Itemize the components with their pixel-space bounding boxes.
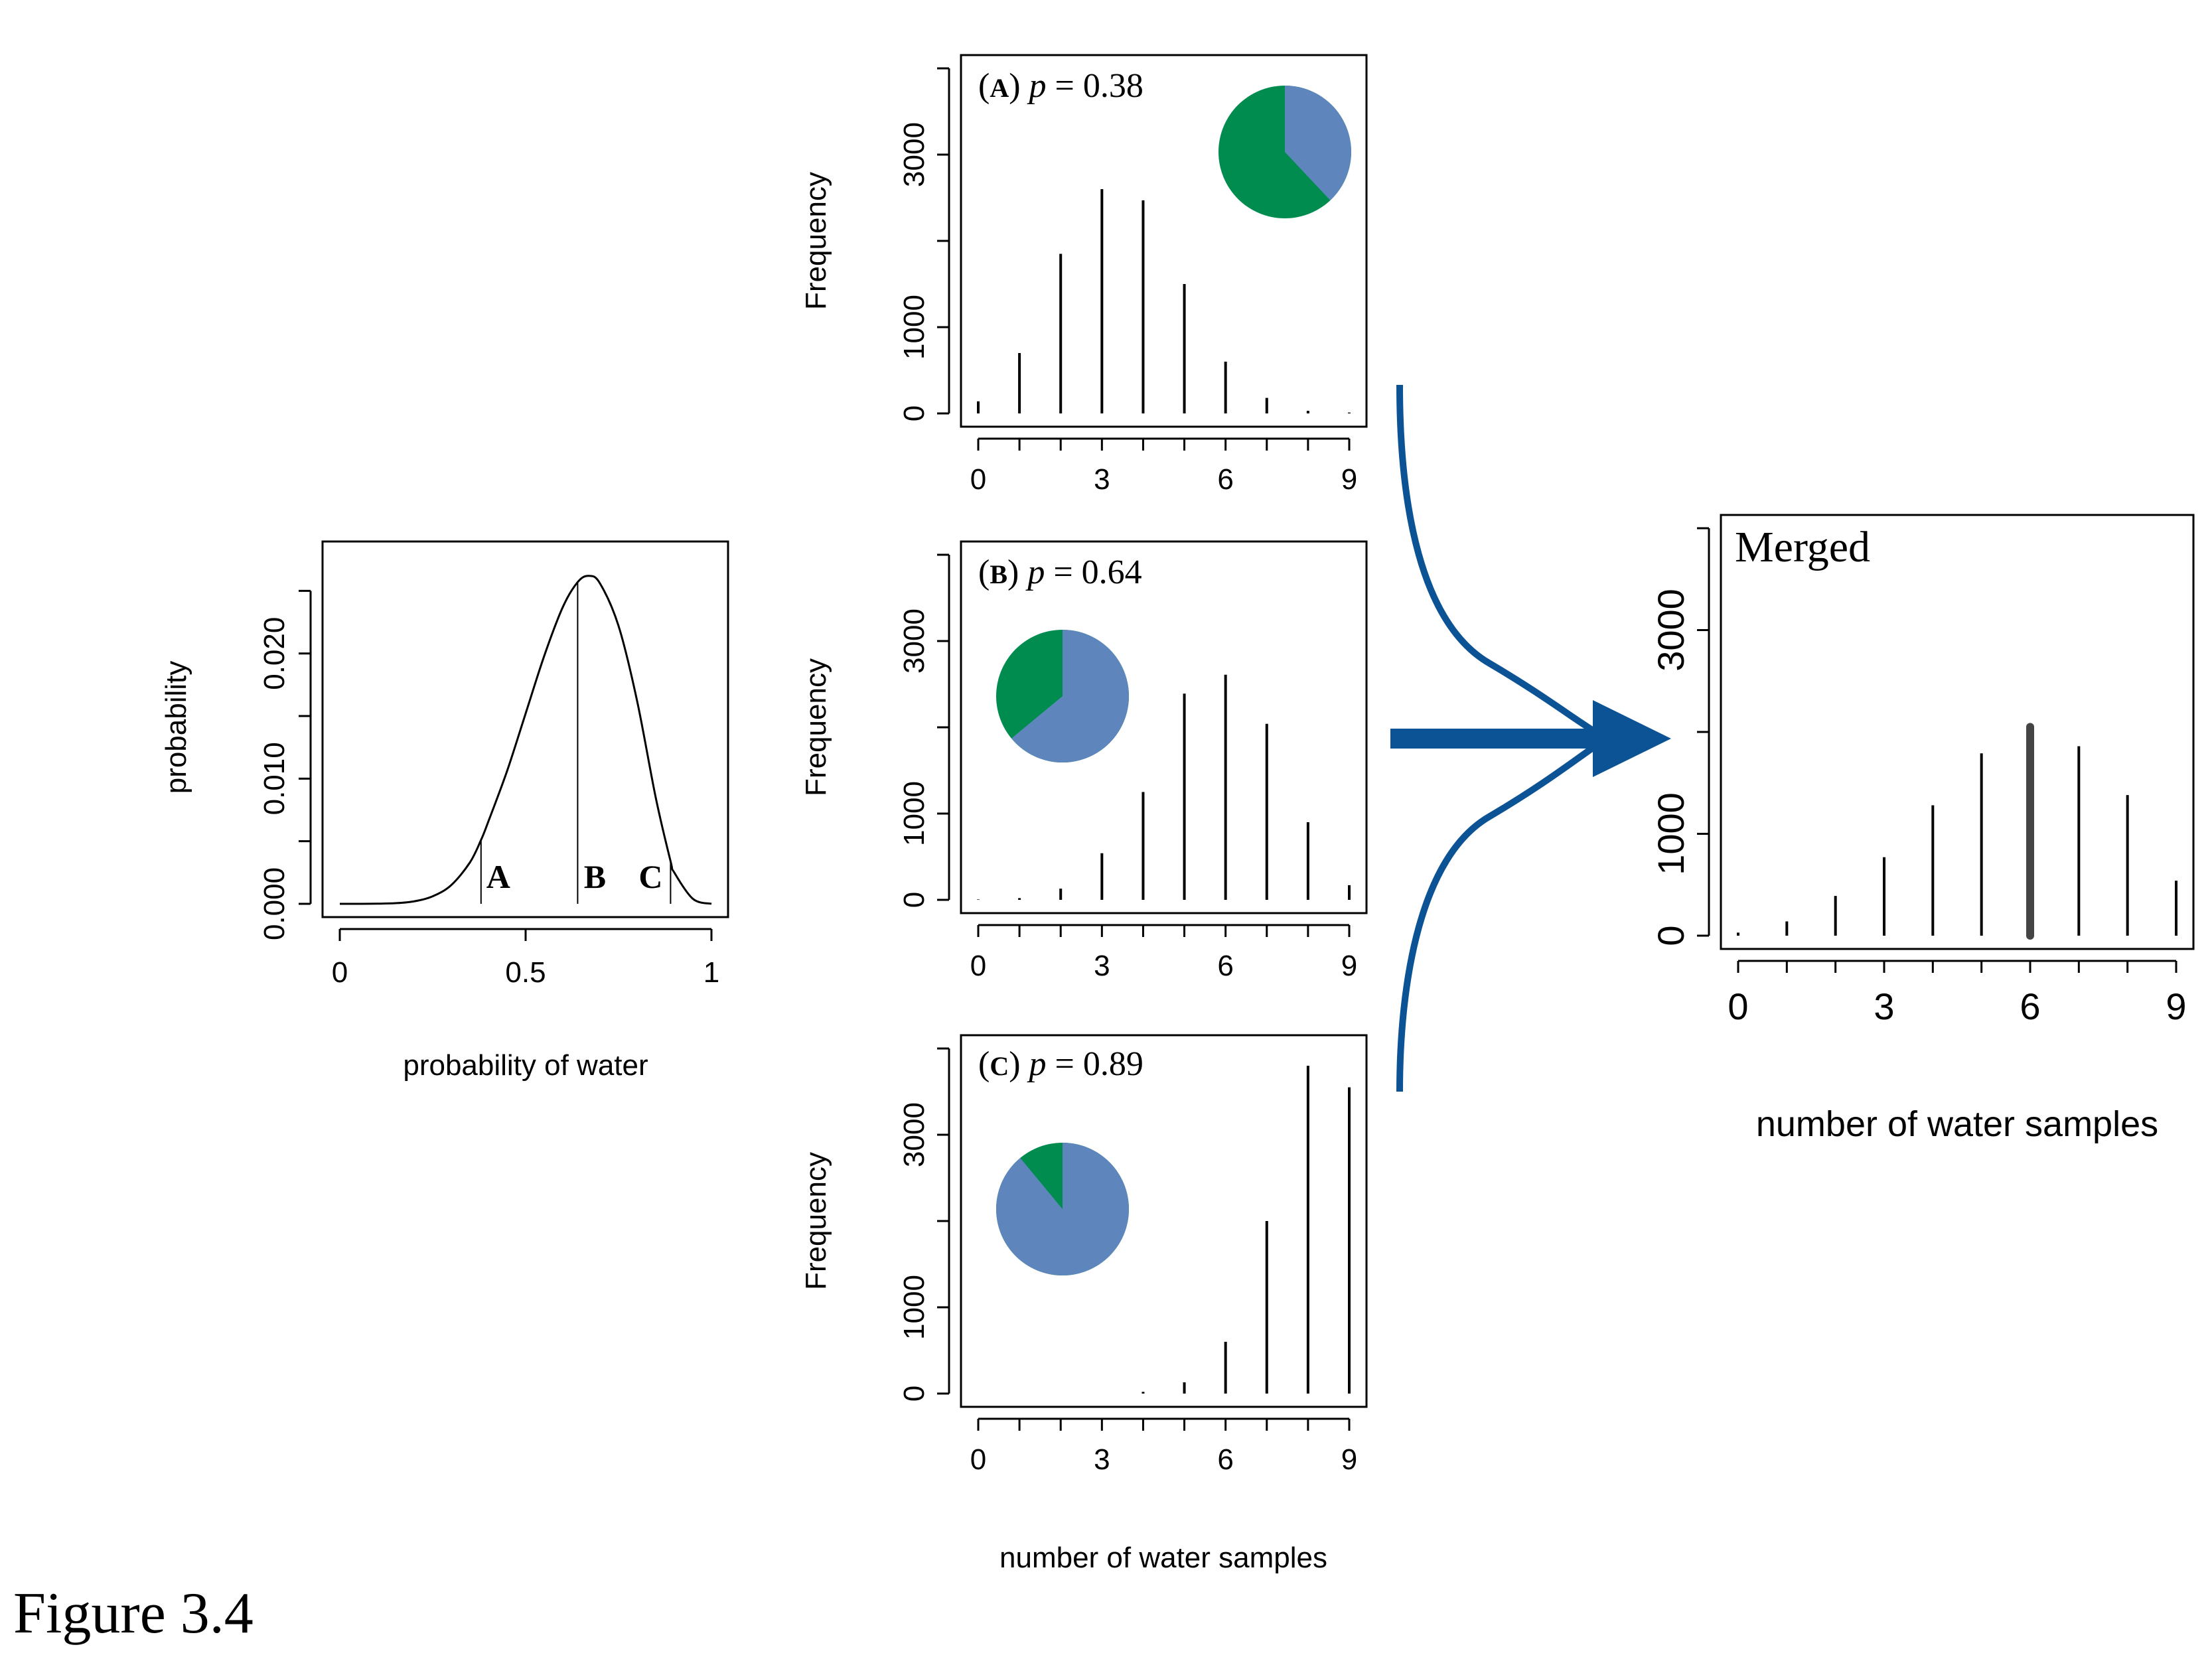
panel-b-frame — [960, 540, 1368, 914]
merged-panel: Merged 0 3 6 9 0 1000 3000 number of water sam… — [1650, 514, 2195, 1144]
panel-c: (C) p = 0.89 0 3 6 9 0 1000 3000 Frequency num… — [800, 1034, 1368, 1574]
prior-y-tick-label: 0.020 — [258, 617, 291, 690]
panel-b-y-tick-label: 0 — [898, 892, 930, 908]
merged-x-tick-label: 6 — [2020, 985, 2040, 1027]
panel-b-y-axis-label: Frequency — [800, 658, 832, 796]
panel-c-x-tick-label: 3 — [1094, 1443, 1110, 1476]
prior-marker-label-b: B — [584, 858, 606, 895]
panel-a-y-tick-label: 1000 — [898, 295, 930, 360]
panel-b-x-tick-label: 6 — [1217, 950, 1233, 982]
prior-density-curve — [339, 575, 712, 905]
prior-marker-label-c: C — [638, 858, 662, 895]
merged-x-tick-label: 3 — [1874, 985, 1894, 1027]
panel-a-y-tick-label: 3000 — [898, 122, 930, 187]
panel-c-y-tick-label: 0 — [898, 1386, 930, 1402]
panel-c-x-tick-label: 9 — [1341, 1443, 1357, 1476]
prior-x-axis-label: probability of water — [403, 1049, 648, 1082]
panel-b-x-tick-label: 0 — [970, 950, 986, 982]
merged-x-tick-label: 0 — [1728, 985, 1748, 1027]
prior-x-tick-label: 1 — [703, 956, 719, 989]
merged-title: Merged — [1735, 523, 1870, 571]
merged-y-tick-label: 0 — [1650, 925, 1692, 946]
panel-a-y-tick-label: 0 — [898, 405, 930, 421]
prior-y-tick-label: 0.000 — [258, 867, 291, 940]
panel-b-y-tick-label: 3000 — [898, 609, 930, 674]
panel-b-y-tick-label: 1000 — [898, 781, 930, 846]
panel-a: (A) p = 0.38 0 3 6 9 0 1000 3000 Frequency — [800, 54, 1368, 496]
panel-a-x-tick-label: 6 — [1217, 463, 1233, 496]
panel-b-heading: (B) p = 0.64 — [978, 553, 1142, 591]
panel-a-x-tick-label: 3 — [1094, 463, 1110, 496]
merge-arrow-lower-curve — [1396, 735, 1608, 1092]
panel-c-y-tick-label: 1000 — [898, 1275, 930, 1340]
merged-frame — [1720, 514, 2195, 950]
panel-c-x-tick-label: 0 — [970, 1443, 986, 1476]
panel-b-globe-pie — [996, 630, 1129, 762]
prior-marker-label-a: A — [486, 858, 510, 895]
panel-a-y-axis-label: Frequency — [800, 172, 832, 310]
panel-c-globe-pie — [996, 1143, 1130, 1275]
merge-arrow — [1390, 384, 1671, 1092]
panel-a-x-tick-label: 9 — [1341, 463, 1357, 496]
merged-x-axis-label: number of water samples — [1756, 1104, 2158, 1144]
prior-y-tick-label: 0.010 — [258, 742, 291, 815]
merged-y-tick-label: 1000 — [1650, 792, 1692, 875]
prior-x-tick-label: 0.5 — [505, 956, 546, 989]
merge-arrow-upper-curve — [1396, 384, 1608, 742]
panel-c-pie-water-slice — [996, 1143, 1130, 1275]
panel-a-x-tick-label: 0 — [970, 463, 986, 496]
prior-x-tick-label: 0 — [332, 956, 348, 989]
prior-y-axis-label: probability — [160, 661, 192, 794]
figure-caption: Figure 3.4 — [13, 1581, 254, 1646]
panel-b-x-tick-label: 9 — [1341, 950, 1357, 982]
panel-b: (B) p = 0.64 0 3 6 9 0 1000 3000 Frequency — [800, 540, 1368, 982]
panel-c-x-axis-label: number of water samples — [999, 1542, 1327, 1574]
panel-a-pie-water-slice — [1285, 86, 1351, 200]
panel-c-x-tick-label: 6 — [1217, 1443, 1233, 1476]
panel-c-y-axis-label: Frequency — [800, 1152, 832, 1290]
panel-b-pie-water-slice — [1011, 630, 1129, 762]
merged-y-tick-label: 3000 — [1650, 589, 1692, 672]
panel-c-y-tick-label: 3000 — [898, 1102, 930, 1167]
panel-a-frame — [960, 54, 1368, 428]
panel-b-x-tick-label: 3 — [1094, 950, 1110, 982]
panel-c-heading: (C) p = 0.89 — [978, 1045, 1143, 1083]
merged-x-tick-label: 9 — [2166, 985, 2186, 1027]
panel-a-globe-pie — [1218, 86, 1351, 218]
panel-a-heading: (A) p = 0.38 — [978, 67, 1143, 105]
merge-arrow-head — [1593, 700, 1671, 777]
merge-arrow-shaft — [1390, 729, 1603, 749]
prior-plot-frame — [321, 540, 729, 918]
panel-c-frame — [960, 1034, 1368, 1408]
